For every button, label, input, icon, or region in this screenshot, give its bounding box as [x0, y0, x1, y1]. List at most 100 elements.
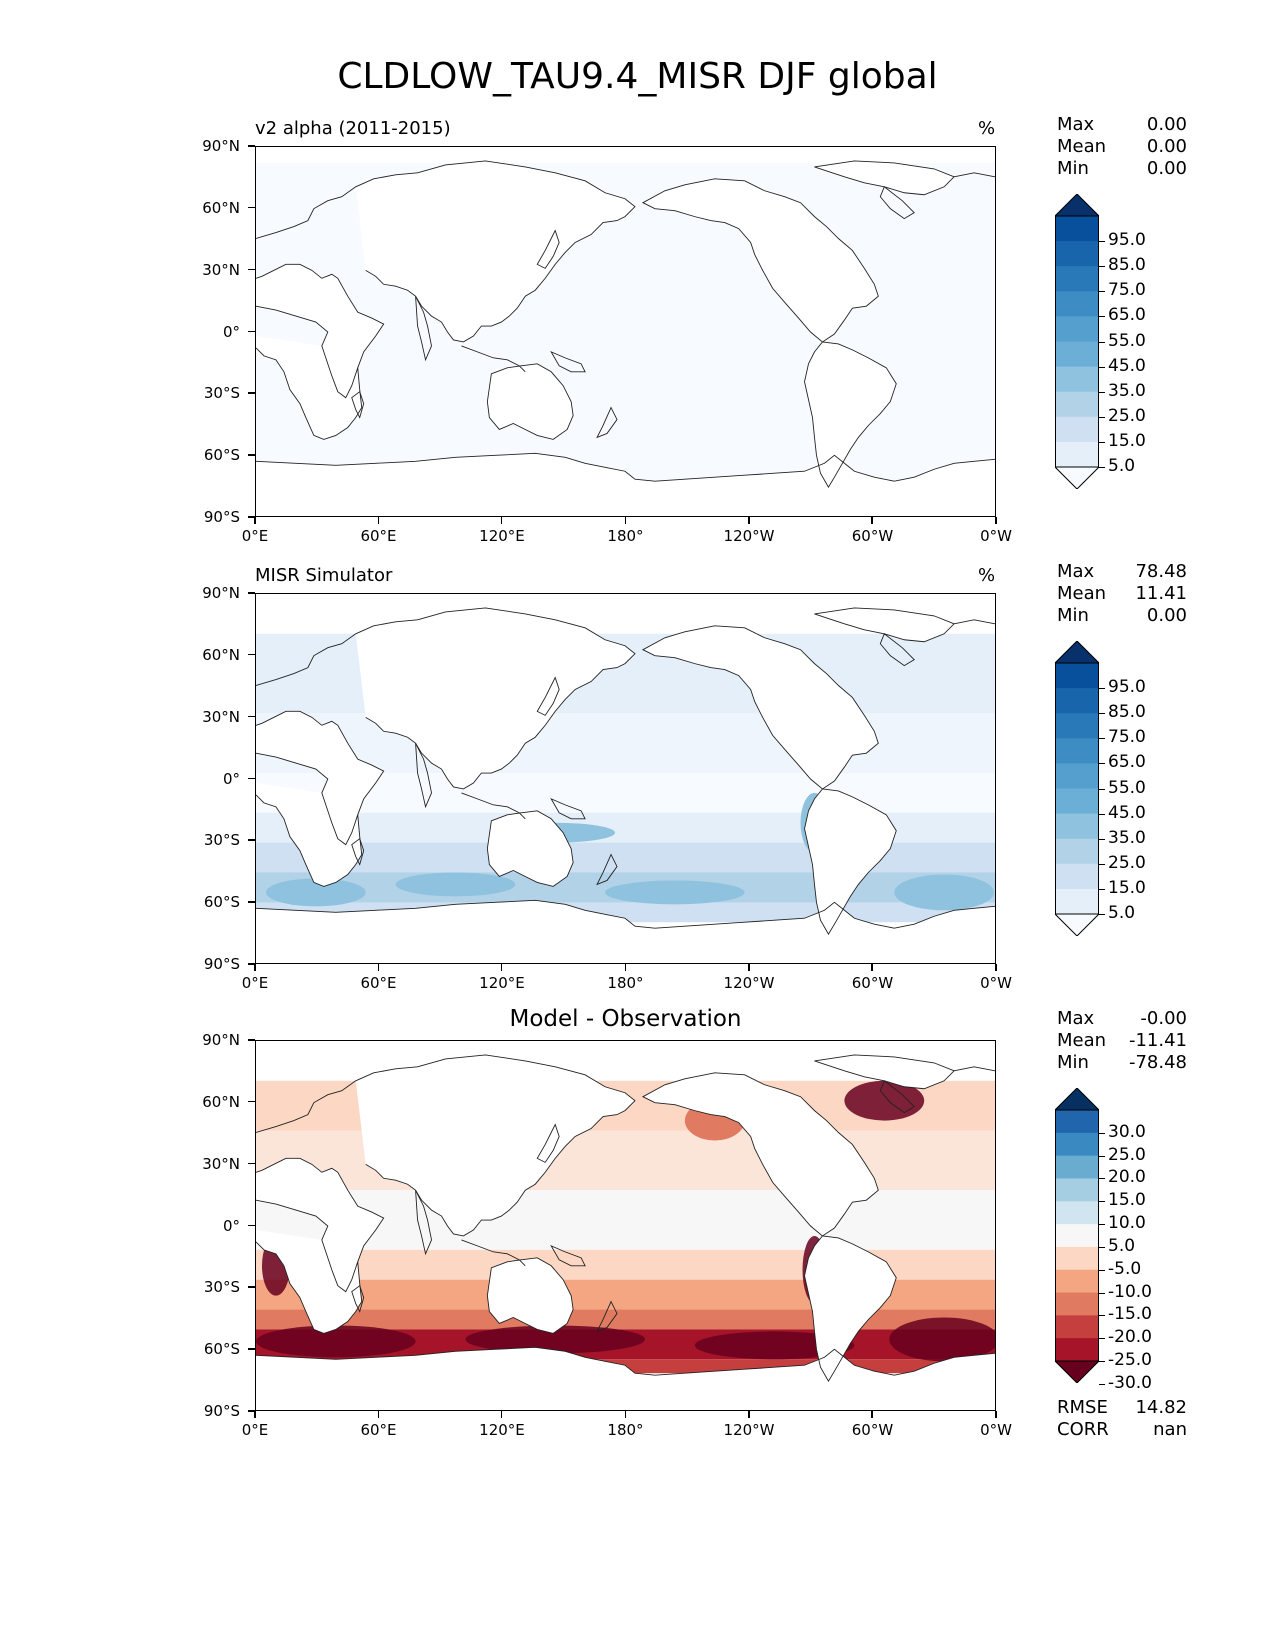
- stat-row: Mean 0.00: [1057, 136, 1187, 158]
- lon-tick-label: 0°E: [241, 1421, 269, 1439]
- lat-tick-mark: [248, 901, 255, 903]
- colorbar-label: 15.0: [1108, 1190, 1146, 1211]
- colorbar-label: 55.0: [1108, 777, 1146, 798]
- colorbar-label: 15.0: [1108, 430, 1146, 451]
- land-mask: [256, 1041, 995, 1410]
- lat-tick-mark: [248, 963, 255, 965]
- colorbar-segment: [1055, 1201, 1099, 1225]
- lon-tick-mark: [871, 964, 873, 971]
- lat-tick-mark: [248, 268, 255, 271]
- colorbar: [1053, 1087, 1101, 1387]
- colorbar-segment: [1055, 291, 1099, 317]
- colorbar-segment: [1055, 216, 1099, 242]
- colorbar-tick: [1099, 1155, 1105, 1157]
- lon-tick-label: 0°W: [980, 1421, 1012, 1439]
- colorbar-tick: [1099, 1201, 1105, 1203]
- colorbar-tick: [1099, 838, 1105, 840]
- map-plot-area: [255, 1040, 996, 1411]
- colorbar-tick: [1099, 738, 1105, 740]
- colorbar-segment: [1055, 738, 1099, 764]
- lat-tick-label: 90°N: [202, 137, 240, 155]
- lat-tick-label: 90°S: [203, 955, 240, 973]
- colorbar-extend-top: [1053, 1087, 1101, 1111]
- lat-tick-label: 30°N: [202, 260, 240, 279]
- colorbar-tick: [1099, 1383, 1105, 1385]
- colorbar-extend-bottom: [1053, 466, 1101, 490]
- error-row: RMSE 14.82: [1057, 1397, 1187, 1419]
- colorbar-label: 45.0: [1108, 802, 1146, 823]
- lon-tick-mark: [254, 1411, 256, 1418]
- lat-tick-label: 0°: [222, 1216, 240, 1235]
- lat-tick-label: 60°N: [202, 645, 240, 664]
- colorbar-label: 10.0: [1108, 1213, 1146, 1234]
- lat-tick-mark: [248, 592, 255, 594]
- lon-tick-mark: [377, 1411, 380, 1418]
- colorbar-label: -5.0: [1108, 1258, 1142, 1279]
- colorbar-segment: [1055, 1178, 1099, 1202]
- stat-label: Max: [1057, 114, 1095, 135]
- lon-tick-mark: [995, 517, 997, 524]
- colorbar-segment: [1055, 266, 1099, 292]
- lon-tick-label: 180°: [607, 527, 644, 545]
- lat-tick-mark: [248, 454, 255, 456]
- lon-tick-mark: [624, 1411, 626, 1418]
- stat-row: Mean 11.41: [1057, 583, 1187, 605]
- stat-row: Min -78.48: [1057, 1052, 1187, 1074]
- colorbar-segment: [1055, 241, 1099, 267]
- colorbar-label: 75.0: [1108, 727, 1146, 748]
- lon-tick-label: 60°W: [851, 974, 894, 992]
- error-label: CORR: [1057, 1419, 1109, 1440]
- lat-tick-label: 30°N: [202, 707, 240, 726]
- colorbar-tick: [1099, 1269, 1105, 1271]
- lon-tick-label: 120°E: [479, 527, 525, 545]
- error-value: nan: [1153, 1419, 1187, 1440]
- stat-label: Max: [1057, 1008, 1095, 1029]
- colorbar-label: 15.0: [1108, 877, 1146, 898]
- stat-label: Min: [1057, 1052, 1089, 1073]
- lon-tick-label: 0°E: [241, 527, 269, 545]
- colorbar-segment: [1055, 863, 1099, 890]
- colorbar-tick: [1099, 813, 1105, 815]
- colorbar-tick: [1099, 1224, 1105, 1226]
- panel-subtitle: MISR Simulator: [255, 565, 393, 586]
- colorbar-label: 30.0: [1108, 1121, 1146, 1142]
- stat-label: Min: [1057, 158, 1089, 179]
- colorbar-label: -15.0: [1108, 1304, 1152, 1325]
- stat-label: Mean: [1057, 1030, 1107, 1051]
- lat-tick-label: 0°: [222, 769, 240, 788]
- lat-tick-label: 30°S: [203, 384, 240, 403]
- stats-block: Max 0.00 Mean 0.00 Min 0.00: [1057, 114, 1187, 180]
- colorbar-label: 45.0: [1108, 355, 1146, 376]
- lat-tick-mark: [248, 1100, 255, 1103]
- lon-tick-label: 60°E: [360, 527, 397, 545]
- colorbar-tick: [1099, 316, 1105, 318]
- colorbar-label: -20.0: [1108, 1327, 1152, 1348]
- lon-tick-label: 120°W: [723, 1421, 775, 1439]
- panel-center-title: Model - Observation: [509, 1006, 742, 1032]
- lat-tick-mark: [248, 653, 255, 656]
- lat-tick-label: 30°S: [203, 831, 240, 850]
- colorbar-segment: [1055, 763, 1099, 789]
- stat-row: Min 0.00: [1057, 605, 1187, 627]
- colorbar-extend-top: [1053, 640, 1101, 664]
- colorbar-tick: [1099, 366, 1105, 368]
- colorbar-tick: [1099, 888, 1105, 890]
- lon-tick-mark: [500, 1411, 503, 1418]
- lon-tick-mark: [377, 964, 380, 971]
- lon-tick-mark: [748, 964, 750, 971]
- colorbar-tick: [1099, 713, 1105, 715]
- lon-tick-label: 60°E: [360, 974, 397, 992]
- lon-tick-label: 60°W: [851, 527, 894, 545]
- lat-tick-mark: [248, 1162, 255, 1165]
- colorbar-tick: [1099, 1132, 1105, 1134]
- stat-value: -0.00: [1140, 1008, 1187, 1029]
- lon-tick-mark: [377, 517, 380, 524]
- colorbar: [1053, 193, 1101, 493]
- colorbar-tick: [1099, 1361, 1105, 1362]
- lat-tick-label: 60°S: [203, 1340, 240, 1359]
- colorbar-segment: [1055, 688, 1099, 714]
- lon-tick-mark: [254, 517, 256, 524]
- stat-row: Max -0.00: [1057, 1008, 1187, 1030]
- colorbar-label: 85.0: [1108, 255, 1146, 276]
- colorbar-tick: [1099, 688, 1105, 690]
